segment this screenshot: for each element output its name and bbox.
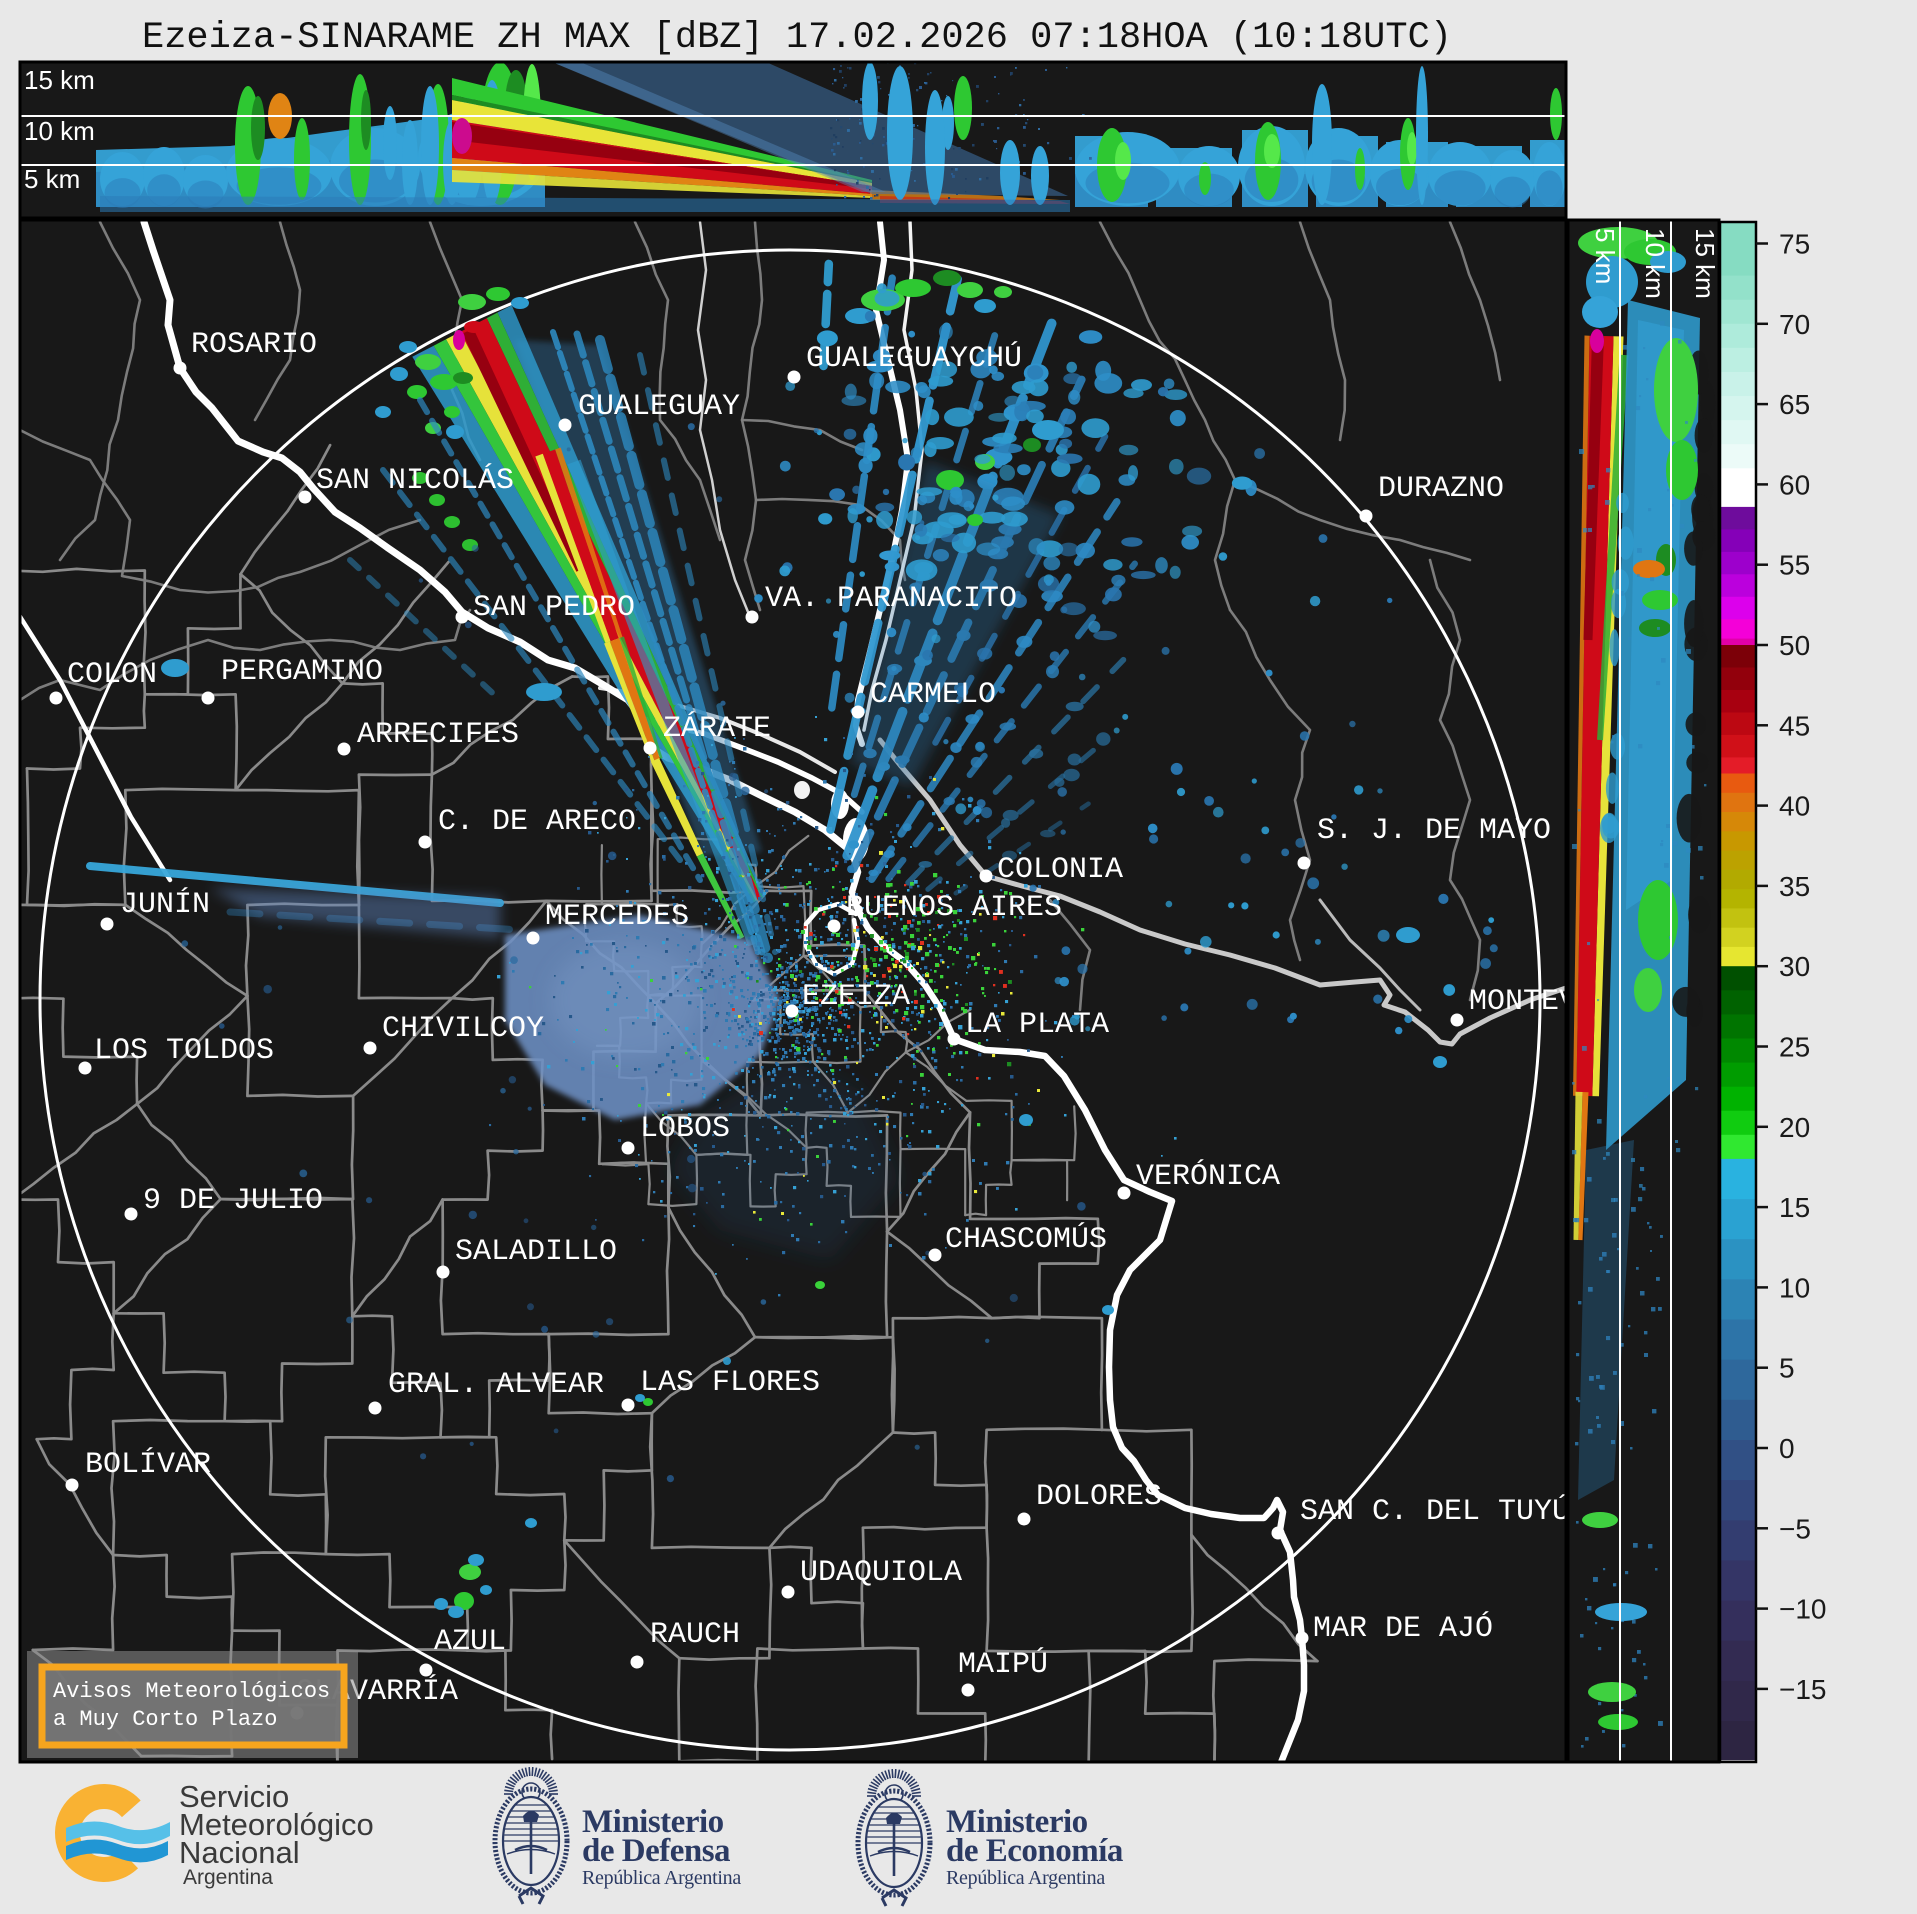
svg-text:40: 40 xyxy=(1779,791,1810,822)
svg-text:Argentina: Argentina xyxy=(183,1866,273,1889)
svg-text:de Defensa: de Defensa xyxy=(582,1833,730,1869)
svg-text:Ministerio: Ministerio xyxy=(946,1804,1088,1840)
svg-text:MERCEDES: MERCEDES xyxy=(545,900,689,934)
svg-text:SALADILLO: SALADILLO xyxy=(455,1235,617,1269)
svg-text:ROSARIO: ROSARIO xyxy=(191,328,317,362)
svg-text:CHIVILCOY: CHIVILCOY xyxy=(382,1012,544,1046)
svg-text:10: 10 xyxy=(1779,1272,1810,1303)
svg-text:ZÁRATE: ZÁRATE xyxy=(663,711,771,746)
svg-text:50: 50 xyxy=(1779,630,1810,661)
svg-text:PERGAMINO: PERGAMINO xyxy=(221,655,383,689)
svg-text:LOBOS: LOBOS xyxy=(640,1112,730,1146)
svg-text:15 km: 15 km xyxy=(1690,228,1720,299)
svg-text:República Argentina: República Argentina xyxy=(582,1867,741,1889)
svg-text:30: 30 xyxy=(1779,951,1810,982)
svg-text:S. J. DE MAYO: S. J. DE MAYO xyxy=(1317,814,1551,848)
svg-text:5: 5 xyxy=(1779,1353,1795,1384)
svg-text:20: 20 xyxy=(1779,1112,1810,1143)
svg-text:GRAL. ALVEAR: GRAL. ALVEAR xyxy=(388,1368,604,1402)
svg-text:CARMELO: CARMELO xyxy=(870,678,996,712)
svg-text:−10: −10 xyxy=(1779,1594,1827,1625)
svg-text:MAIPÚ: MAIPÚ xyxy=(958,1647,1048,1682)
svg-text:5 km: 5 km xyxy=(1590,228,1620,284)
svg-text:ARRECIFES: ARRECIFES xyxy=(357,718,519,752)
svg-text:35: 35 xyxy=(1779,871,1810,902)
svg-text:GUALEGUAYCHÚ: GUALEGUAYCHÚ xyxy=(806,341,1022,376)
svg-text:9 DE JULIO: 9 DE JULIO xyxy=(143,1184,323,1218)
svg-text:BOLÍVAR: BOLÍVAR xyxy=(85,1447,211,1482)
svg-text:Ministerio: Ministerio xyxy=(582,1804,724,1840)
svg-text:LOS TOLDOS: LOS TOLDOS xyxy=(94,1034,274,1068)
svg-text:75: 75 xyxy=(1779,229,1810,260)
svg-text:República Argentina: República Argentina xyxy=(946,1867,1105,1889)
svg-text:RAUCH: RAUCH xyxy=(650,1618,740,1652)
svg-text:45: 45 xyxy=(1779,710,1810,741)
svg-text:de Economía: de Economía xyxy=(946,1833,1123,1869)
svg-text:25: 25 xyxy=(1779,1032,1810,1063)
svg-text:EZEIZA: EZEIZA xyxy=(802,980,910,1014)
svg-text:55: 55 xyxy=(1779,550,1810,581)
svg-text:UDAQUIOLA: UDAQUIOLA xyxy=(800,1556,962,1590)
svg-text:AZUL: AZUL xyxy=(434,1625,506,1659)
svg-text:15 km: 15 km xyxy=(24,65,95,95)
svg-text:SAN C. DEL TUYÚ: SAN C. DEL TUYÚ xyxy=(1300,1494,1570,1529)
svg-text:JUNÍN: JUNÍN xyxy=(120,887,210,922)
svg-text:−15: −15 xyxy=(1779,1674,1827,1705)
svg-text:0: 0 xyxy=(1779,1433,1795,1464)
svg-text:COLON: COLON xyxy=(67,658,157,692)
svg-text:Ezeiza-SINARAME ZH MAX [dBZ] 1: Ezeiza-SINARAME ZH MAX [dBZ] 17.02.2026 … xyxy=(142,17,1452,59)
svg-text:15: 15 xyxy=(1779,1192,1810,1223)
svg-text:DURAZNO: DURAZNO xyxy=(1378,472,1504,506)
svg-text:DOLORES: DOLORES xyxy=(1036,1480,1162,1514)
svg-text:Meteorológico: Meteorológico xyxy=(179,1807,374,1842)
svg-text:5 km: 5 km xyxy=(24,164,80,194)
svg-text:LAS FLORES: LAS FLORES xyxy=(640,1366,820,1400)
svg-text:GUALEGUAY: GUALEGUAY xyxy=(578,390,740,424)
svg-text:Servicio: Servicio xyxy=(179,1779,289,1814)
svg-text:CHASCOMÚS: CHASCOMÚS xyxy=(945,1222,1107,1257)
svg-text:60: 60 xyxy=(1779,469,1810,500)
svg-text:65: 65 xyxy=(1779,389,1810,420)
svg-text:MAR DE AJÓ: MAR DE AJÓ xyxy=(1313,1611,1493,1646)
svg-text:−5: −5 xyxy=(1779,1513,1811,1544)
svg-text:SAN PEDRO: SAN PEDRO xyxy=(473,591,635,625)
svg-text:a Muy Corto Plazo: a Muy Corto Plazo xyxy=(53,1707,277,1732)
svg-text:10 km: 10 km xyxy=(24,116,95,146)
svg-text:COLONIA: COLONIA xyxy=(997,853,1123,887)
svg-text:10 km: 10 km xyxy=(1640,228,1670,299)
svg-text:VA. PARANACITO: VA. PARANACITO xyxy=(765,582,1017,616)
svg-text:Nacional: Nacional xyxy=(179,1835,300,1870)
svg-text:SAN NICOLÁS: SAN NICOLÁS xyxy=(316,463,514,498)
svg-text:VERÓNICA: VERÓNICA xyxy=(1136,1159,1280,1194)
svg-text:70: 70 xyxy=(1779,309,1810,340)
svg-text:Avisos Meteorológicos: Avisos Meteorológicos xyxy=(53,1679,330,1704)
svg-text:BUENOS AIRES: BUENOS AIRES xyxy=(846,891,1062,925)
svg-text:C. DE ARECO: C. DE ARECO xyxy=(438,805,636,839)
svg-text:LA PLATA: LA PLATA xyxy=(965,1008,1109,1042)
svg-text:MONTEVIDEO: MONTEVIDEO xyxy=(1469,985,1649,1019)
